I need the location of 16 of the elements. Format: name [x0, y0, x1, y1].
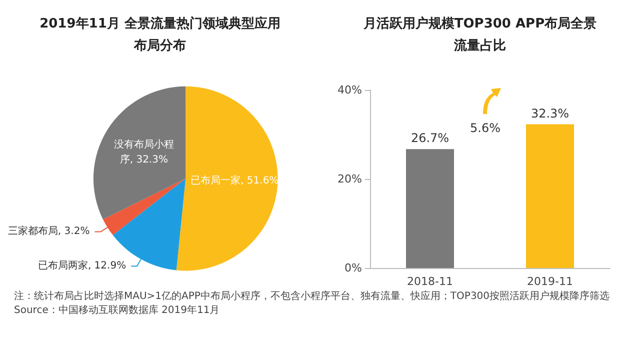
y-tick-label: 40%	[338, 84, 362, 96]
slice-label: 没有布局小程序, 32.3%	[114, 138, 174, 166]
x-tick-label: 2018-11	[407, 275, 453, 288]
slice-label: 已布局一家, 51.6%	[190, 174, 279, 187]
slice-label: 已布局两家, 12.9%	[38, 260, 126, 272]
chart-title: 2019年11月 全景流量热门领域典型应用布局分布	[40, 16, 280, 54]
y-tick-label: 0%	[344, 262, 362, 274]
y-tick-label: 20%	[338, 172, 362, 186]
source-note: Source：中国移动互联网数据库 2019年11月	[14, 304, 221, 318]
chart-title: 月活跃用户规模TOP300 APP布局全景流量占比	[362, 16, 597, 54]
text: 注：统计布局占比时选择MAU>1亿的APP中布局小程序，不包含小程序平台、独有流量、快应用；TOP300按照活跃用户规模降序筛选	[14, 290, 611, 304]
x-tick-label: 2019-11	[527, 275, 573, 288]
data-label: 26.7%	[410, 131, 450, 146]
data-label: 32.3%	[530, 106, 570, 120]
slice-label: 三家都布局, 3.2%	[8, 225, 90, 238]
annotation: 5.6%	[470, 121, 500, 135]
